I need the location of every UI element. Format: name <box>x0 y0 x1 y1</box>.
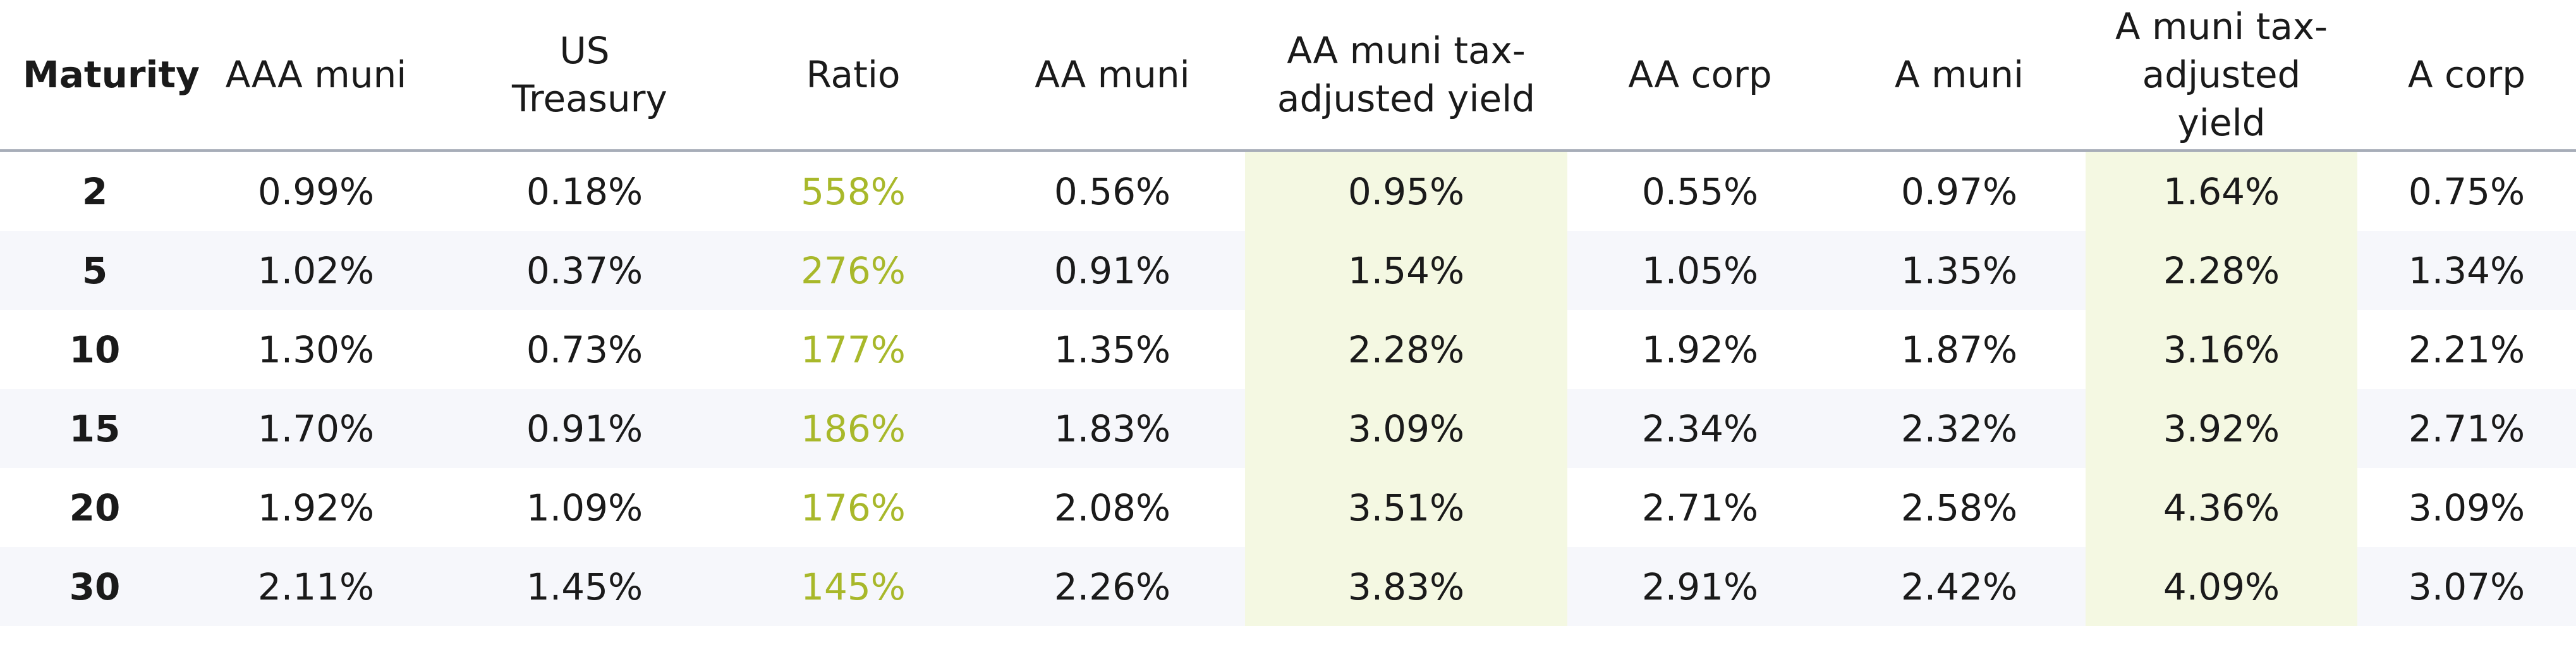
a-muni-tax-adjusted-cell: 3.16% <box>2086 310 2357 389</box>
aa-corp-cell: 0.55% <box>1641 169 1759 213</box>
a-muni-cell: 1.87% <box>1900 328 2018 371</box>
a-muni-tax-adjusted-cell: 1.64% <box>2086 151 2357 231</box>
a-muni-cell: 2.42% <box>1833 547 2086 626</box>
a-corp-cell: 2.21% <box>2408 328 2525 371</box>
aa-corp-cell: 2.71% <box>1641 486 1759 529</box>
maturity-cell: 5 <box>0 231 190 310</box>
a-muni-cell: 1.35% <box>1833 231 2086 310</box>
aa-corp-cell: 1.05% <box>1567 231 1833 310</box>
aaa-muni-cell: 1.70% <box>190 389 442 468</box>
us-treasury-cell: 1.45% <box>442 547 727 626</box>
aaa-muni-cell: 1.92% <box>257 486 375 529</box>
a-corp-cell: 2.71% <box>2357 389 2576 468</box>
table-row: 30 2.11% 1.45% 145% 2.26% 3.83% 2.91% 2.… <box>0 547 2576 626</box>
aaa-muni-cell: 1.30% <box>257 328 375 371</box>
a-muni-cell: 2.32% <box>1833 389 2086 468</box>
header-a-corp: A corp <box>2357 0 2576 152</box>
table-row: 15 1.70% 0.91% 186% 1.83% 3.09% 2.34% 2.… <box>0 389 2576 468</box>
a-corp-cell: 0.75% <box>2408 169 2525 213</box>
aa-muni-cell: 0.56% <box>1054 169 1171 213</box>
ratio-cell: 177% <box>801 328 906 371</box>
a-corp-cell: 3.07% <box>2357 547 2576 626</box>
ratio-cell: 558% <box>801 169 906 213</box>
aaa-muni-cell: 0.99% <box>257 169 375 213</box>
a-corp-cell: 3.09% <box>2408 486 2525 529</box>
us-treasury-cell: 0.91% <box>442 389 727 468</box>
yield-comparison-table-container: Maturity AAA muni US Treasury Ratio AA m… <box>0 0 2576 626</box>
aa-corp-cell: 2.91% <box>1567 547 1833 626</box>
ratio-cell: 186% <box>727 389 980 468</box>
yield-comparison-table: Maturity AAA muni US Treasury Ratio AA m… <box>0 0 2576 626</box>
table-row: 20 1.92% 1.09% 176% 2.08% 3.51% 2.71% 2.… <box>0 468 2576 547</box>
aa-muni-cell: 2.08% <box>1054 486 1171 529</box>
header-us-treasury: US Treasury <box>442 0 727 152</box>
maturity-cell: 20 <box>69 486 121 529</box>
header-maturity: Maturity <box>0 0 200 152</box>
table-row: 5 1.02% 0.37% 276% 0.91% 1.54% 1.05% 1.3… <box>0 231 2576 310</box>
aa-muni-tax-adjusted-cell: 3.09% <box>1245 389 1567 468</box>
us-treasury-cell: 0.37% <box>442 231 727 310</box>
table-row: 10 1.30% 0.73% 177% 1.35% 2.28% 1.92% 1.… <box>0 310 2576 389</box>
aa-muni-tax-adjusted-cell: 2.28% <box>1245 310 1567 389</box>
aa-muni-tax-adjusted-cell: 3.83% <box>1245 547 1567 626</box>
ratio-cell: 145% <box>727 547 980 626</box>
maturity-cell: 30 <box>0 547 190 626</box>
us-treasury-cell: 0.73% <box>526 328 643 371</box>
aa-corp-cell: 2.34% <box>1567 389 1833 468</box>
header-a-muni-tax-adjusted-yield: A muni tax-adjusted yield <box>2086 0 2357 152</box>
aa-corp-cell: 1.92% <box>1641 328 1759 371</box>
a-muni-cell: 0.97% <box>1900 169 2018 213</box>
aa-muni-cell: 2.26% <box>980 547 1245 626</box>
header-aaa-muni: AAA muni <box>190 0 442 152</box>
header-aa-corp: AA corp <box>1567 0 1833 152</box>
maturity-cell: 15 <box>0 389 190 468</box>
a-muni-tax-adjusted-cell: 4.09% <box>2086 547 2357 626</box>
header-aa-muni-tax-adjusted-yield: AA muni tax-adjusted yield <box>1245 0 1567 152</box>
ratio-cell: 176% <box>801 486 906 529</box>
aaa-muni-cell: 1.02% <box>190 231 442 310</box>
maturity-cell: 10 <box>69 328 121 371</box>
maturity-cell: 2 <box>82 169 108 213</box>
a-corp-cell: 1.34% <box>2357 231 2576 310</box>
us-treasury-cell: 1.09% <box>526 486 643 529</box>
header-ratio: Ratio <box>727 0 980 152</box>
aaa-muni-cell: 2.11% <box>190 547 442 626</box>
aa-muni-cell: 1.35% <box>1054 328 1171 371</box>
a-muni-tax-adjusted-cell: 2.28% <box>2086 231 2357 310</box>
header-aa-muni: AA muni <box>980 0 1245 152</box>
aa-muni-tax-adjusted-cell: 0.95% <box>1245 151 1567 231</box>
aa-muni-tax-adjusted-cell: 1.54% <box>1245 231 1567 310</box>
us-treasury-cell: 0.18% <box>526 169 643 213</box>
aa-muni-cell: 0.91% <box>980 231 1245 310</box>
header-a-muni: A muni <box>1833 0 2086 152</box>
header-row: Maturity AAA muni US Treasury Ratio AA m… <box>0 0 2576 152</box>
a-muni-tax-adjusted-cell: 3.92% <box>2086 389 2357 468</box>
a-muni-cell: 2.58% <box>1900 486 2018 529</box>
aa-muni-tax-adjusted-cell: 3.51% <box>1245 468 1567 547</box>
a-muni-tax-adjusted-cell: 4.36% <box>2086 468 2357 547</box>
ratio-cell: 276% <box>727 231 980 310</box>
table-row: 2 0.99% 0.18% 558% 0.56% 0.95% 0.55% 0.9… <box>0 151 2576 231</box>
aa-muni-cell: 1.83% <box>980 389 1245 468</box>
